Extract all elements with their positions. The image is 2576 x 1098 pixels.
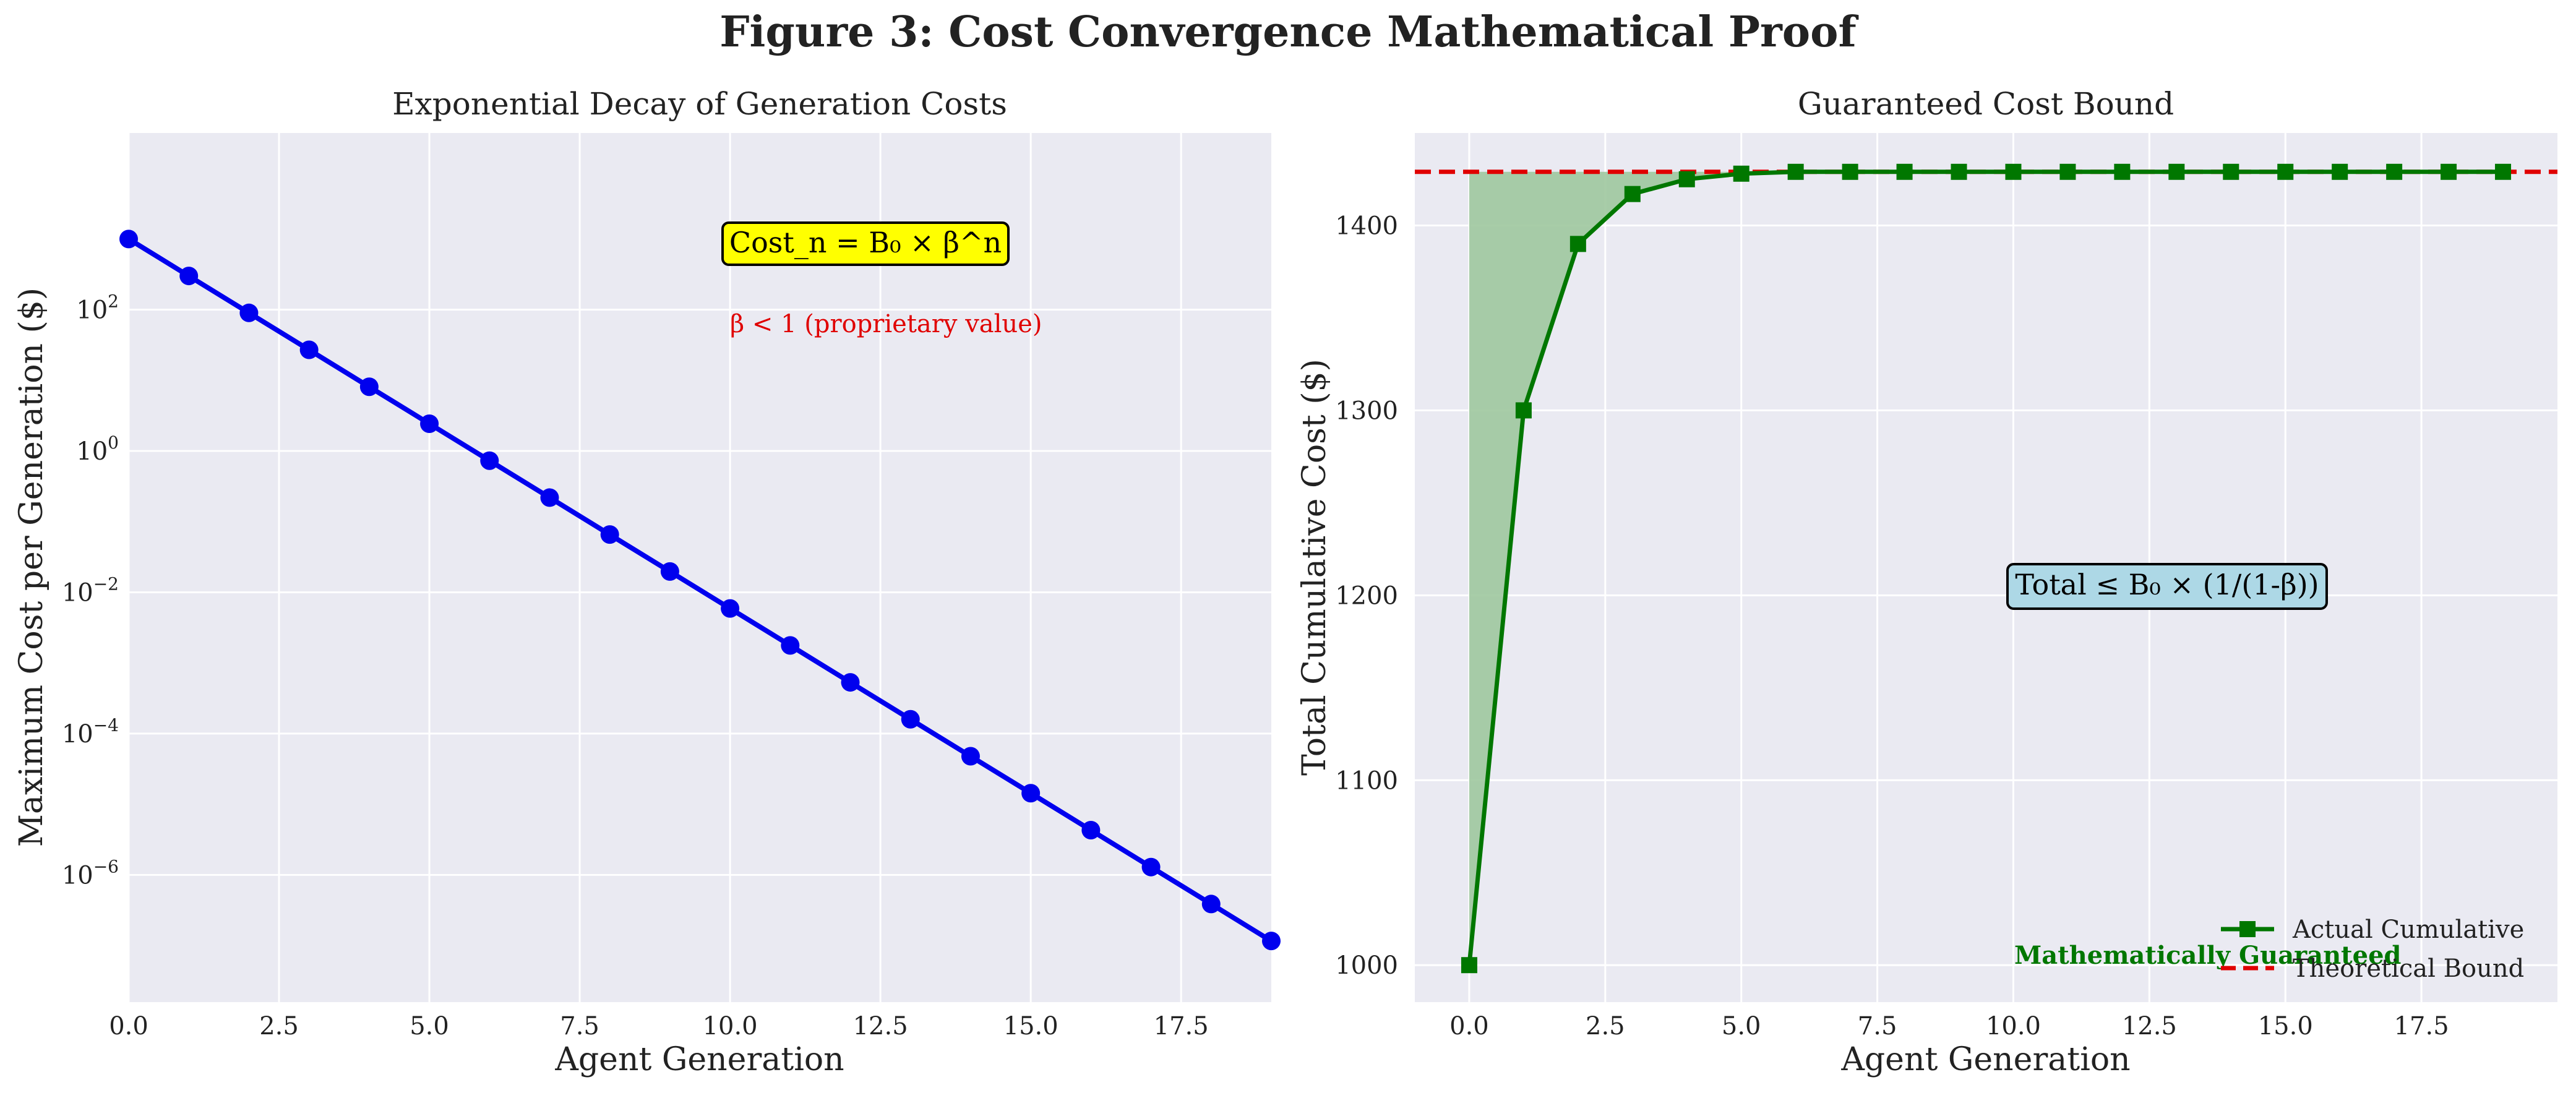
left-data-point [601, 525, 619, 544]
actual-cumulative-point [2277, 164, 2293, 180]
right-x-tick-label: 7.5 [1858, 1012, 1897, 1040]
left-data-point [721, 599, 739, 618]
left-data-point [239, 304, 258, 322]
actual-cumulative-point [1679, 171, 1695, 187]
left-x-axis-label: Agent Generation [554, 1041, 844, 1078]
left-data-point [1081, 821, 1100, 839]
left-chart: Exponential Decay of Generation Costs 0.… [13, 86, 1281, 1078]
bound-formula-text: Total ≤ B₀ × (1/(1-β)) [2015, 568, 2319, 601]
actual-cumulative-point [1570, 236, 1586, 252]
right-x-tick-label: 0.0 [1449, 1012, 1489, 1040]
actual-cumulative-point [1842, 164, 1858, 180]
actual-cumulative-point [1788, 164, 1804, 180]
actual-cumulative-point [2168, 164, 2184, 180]
right-y-tick-label: 1100 [1335, 766, 1398, 795]
left-x-tick-label: 7.5 [560, 1012, 599, 1040]
right-x-tick-label: 5.0 [1722, 1012, 1761, 1040]
actual-cumulative-point [1461, 957, 1477, 973]
right-y-tick-label: 1000 [1335, 951, 1398, 980]
left-data-point [781, 636, 799, 654]
left-x-tick-label: 12.5 [853, 1012, 908, 1040]
left-data-point [961, 747, 980, 766]
right-x-tick-label: 2.5 [1586, 1012, 1625, 1040]
left-x-tick-label: 17.5 [1154, 1012, 1209, 1040]
left-chart-title: Exponential Decay of Generation Costs [392, 86, 1007, 122]
right-y-tick-label: 1400 [1335, 212, 1398, 240]
left-data-point [300, 341, 319, 359]
left-data-point [480, 452, 499, 470]
right-x-tick-label: 15.0 [2258, 1012, 2313, 1040]
left-y-axis-label: Maximum Cost per Generation ($) [13, 288, 50, 847]
right-x-axis-label: Agent Generation [1840, 1041, 2130, 1078]
right-chart: Guaranteed Cost Bound 0.0 2.5 5.0 7.5 10.0 12… [1296, 86, 2557, 1078]
actual-cumulative-point [2059, 164, 2076, 180]
left-data-point [119, 229, 138, 248]
left-data-point [420, 414, 439, 433]
actual-cumulative-point [2332, 164, 2348, 180]
actual-cumulative-point [2114, 164, 2130, 180]
beta-note: β < 1 (proprietary value) [730, 310, 1042, 338]
actual-cumulative-point [2005, 164, 2021, 180]
left-data-point [540, 488, 559, 507]
right-x-tick-label: 17.5 [2394, 1012, 2449, 1040]
formula-text: Cost_n = B₀ × β^n [729, 226, 1002, 259]
legend-actual-label: Actual Cumulative [2292, 916, 2524, 944]
actual-cumulative-point [1516, 402, 1532, 418]
right-chart-title: Guaranteed Cost Bound [1798, 86, 2174, 122]
left-data-point [661, 562, 679, 581]
left-data-point [360, 377, 379, 396]
actual-cumulative-point [1625, 186, 1641, 202]
left-data-point [1262, 932, 1281, 950]
figure-title: Figure 3: Cost Convergence Mathematical … [719, 7, 1858, 57]
left-x-tick-label: 5.0 [410, 1012, 449, 1040]
left-data-point [901, 710, 920, 729]
legend-actual-swatch-marker [2239, 921, 2256, 937]
left-data-point [1142, 858, 1161, 877]
right-x-tick-label: 12.5 [2122, 1012, 2177, 1040]
right-y-axis-label: Total Cumulative Cost ($) [1296, 359, 1333, 776]
left-data-point [1202, 894, 1221, 913]
bound-annotation: Total ≤ B₀ × (1/(1-β)) [2007, 564, 2327, 609]
actual-cumulative-point [1733, 166, 1750, 182]
right-y-tick-label: 1200 [1335, 581, 1398, 610]
left-x-tick-label: 10.0 [703, 1012, 758, 1040]
legend-bound-label: Theoretical Bound [2293, 954, 2524, 983]
left-data-point [179, 267, 198, 285]
left-x-tick-label: 0.0 [109, 1012, 148, 1040]
right-y-tick-label: 1300 [1335, 397, 1398, 425]
actual-cumulative-point [2386, 164, 2402, 180]
actual-cumulative-point [1897, 164, 1913, 180]
left-plot-area [129, 133, 1271, 1002]
right-plot-area [1415, 133, 2557, 1002]
left-x-tick-label: 15.0 [1003, 1012, 1058, 1040]
left-data-point [1021, 784, 1040, 802]
left-data-point [841, 673, 860, 692]
actual-cumulative-point [2441, 164, 2457, 180]
actual-cumulative-point [2223, 164, 2239, 180]
actual-cumulative-point [2495, 164, 2511, 180]
left-x-tick-label: 2.5 [259, 1012, 299, 1040]
actual-cumulative-point [1951, 164, 1967, 180]
right-x-tick-label: 10.0 [1986, 1012, 2041, 1040]
formula-annotation: Cost_n = B₀ × β^n [723, 223, 1008, 265]
